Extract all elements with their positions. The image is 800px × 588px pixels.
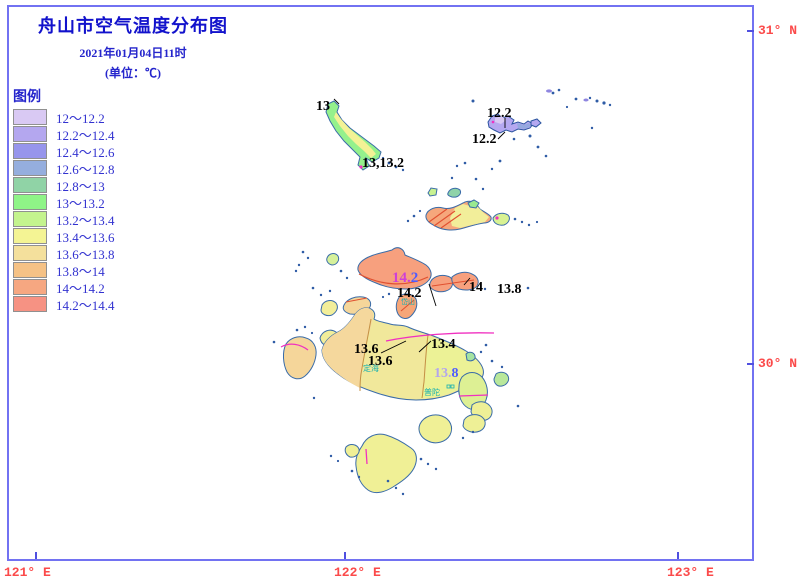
legend-title: 图例	[13, 90, 41, 105]
legend-swatch	[13, 211, 47, 227]
x-axis-tick	[344, 552, 346, 559]
y-axis-tick	[747, 363, 754, 365]
legend-label: 12.2～12.4	[56, 128, 115, 143]
temperature-label: 13.8	[497, 282, 522, 297]
legend-item: 14～14.2	[13, 279, 115, 296]
map-datetime: 2021年01月04日11时	[79, 46, 187, 60]
legend-swatch	[13, 296, 47, 312]
island-zhujiajian	[458, 372, 493, 421]
y-axis-tick	[747, 30, 754, 32]
legend-label: 13.8～14	[56, 264, 105, 279]
legend-item: 12～12.2	[13, 109, 115, 126]
legend-item: 12.4～12.6	[13, 143, 115, 160]
legend-item: 12.2～12.4	[13, 126, 115, 143]
legend-swatch	[13, 279, 47, 295]
legend-item: 13.8～14	[13, 262, 115, 279]
legend-swatch	[13, 160, 47, 176]
legend-label: 12.8～13	[56, 179, 105, 194]
y-axis-label: 30° N	[758, 356, 798, 371]
legend-swatch	[13, 126, 47, 142]
legend-item: 13.2～13.4	[13, 211, 115, 228]
island-taohua	[418, 414, 486, 444]
map-frame	[7, 5, 754, 561]
y-axis-label: 31° N	[758, 23, 798, 38]
station-name: 定海	[363, 363, 379, 373]
station-value: 14.2	[392, 270, 418, 286]
station-value: 13.8	[434, 366, 459, 381]
legend-swatch	[13, 194, 47, 210]
x-axis-tick	[677, 552, 679, 559]
legend-item: 13～13.2	[13, 194, 115, 211]
legend-label: 12.6～12.8	[56, 162, 115, 177]
leader-lines	[333, 98, 471, 354]
legend-item: 13.6～13.8	[13, 245, 115, 262]
temperature-label: 14	[469, 280, 483, 295]
temperature-label: 13.4	[431, 337, 456, 352]
temperature-label: 13,13.2	[362, 156, 404, 171]
station-name: 普陀	[424, 387, 440, 397]
legend-swatch	[13, 143, 47, 159]
map-unit: (单位：℃)	[105, 66, 161, 80]
islet-group-north	[427, 187, 510, 226]
station-name: 岱山	[401, 297, 415, 306]
temperature-label: 14.2	[397, 286, 422, 301]
temperature-label: 12.2	[472, 132, 497, 147]
legend: 图例 12～12.2 12.2～12.4 12.4～12.6 12.6～12.8 12.…	[13, 86, 115, 313]
legend-swatch	[13, 109, 47, 125]
legend-item: 12.6～12.8	[13, 160, 115, 177]
legend-label: 13.2～13.4	[56, 213, 115, 228]
x-axis-label: 123° E	[667, 565, 714, 580]
legend-label: 14.2～14.4	[56, 298, 115, 313]
legend-label: 12～12.2	[56, 111, 105, 126]
legend-swatch	[13, 228, 47, 244]
island-shengsi	[487, 113, 542, 140]
x-axis-tick	[35, 552, 37, 559]
legend-item: 14.2～14.4	[13, 296, 115, 313]
island-daishan	[357, 247, 432, 290]
legend-label: 12.4～12.6	[56, 145, 115, 160]
legend-item: 12.8～13	[13, 177, 115, 194]
legend-swatch	[13, 245, 47, 261]
x-axis-label: 121° E	[4, 565, 51, 580]
island-changtu	[429, 271, 479, 293]
map-header: 舟山市空气温度分布图 2021年01月04日11时 (单位：℃)	[28, 12, 238, 81]
island-xiushan	[395, 293, 418, 319]
islets-specks	[272, 88, 612, 496]
island-liuheng	[344, 433, 417, 494]
island-qushan	[425, 199, 492, 231]
legend-label: 13.4～13.6	[56, 230, 115, 245]
x-axis-label: 122° E	[334, 565, 381, 580]
legend-swatch	[13, 262, 47, 278]
temperature-label: 13	[316, 99, 330, 114]
legend-item: 13.4～13.6	[13, 228, 115, 245]
legend-label: 13～13.2	[56, 196, 105, 211]
legend-label: 13.6～13.8	[56, 247, 115, 262]
page-title: 舟山市空气温度分布图	[38, 16, 228, 36]
island-yangshan	[325, 100, 382, 171]
legend-label: 14～14.2	[56, 281, 105, 296]
legend-swatch	[13, 177, 47, 193]
temperature-label: 13.6	[354, 342, 379, 357]
legend-items: 12～12.2 12.2～12.4 12.4～12.6 12.6～12.8 12.8～1…	[13, 109, 115, 313]
temperature-label: 12.2	[487, 106, 512, 121]
temperature-label: 13.6	[368, 354, 393, 369]
island-putuoshan	[465, 351, 510, 387]
